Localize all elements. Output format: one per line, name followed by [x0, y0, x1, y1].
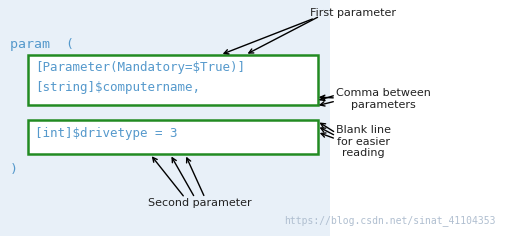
Text: [string]$computername,: [string]$computername, [35, 81, 200, 94]
Text: param  (: param ( [10, 38, 74, 51]
Text: ): ) [10, 163, 18, 176]
Text: [int]$drivetype = 3: [int]$drivetype = 3 [35, 127, 178, 140]
FancyBboxPatch shape [28, 55, 318, 105]
Text: https://blog.csdn.net/sinat_41104353: https://blog.csdn.net/sinat_41104353 [284, 215, 496, 226]
Text: Comma between
parameters: Comma between parameters [336, 88, 431, 110]
Text: Blank line
for easier
reading: Blank line for easier reading [336, 125, 391, 158]
Text: [Parameter(Mandatory=$True)]: [Parameter(Mandatory=$True)] [35, 61, 245, 74]
FancyBboxPatch shape [28, 120, 318, 154]
FancyBboxPatch shape [0, 0, 330, 236]
Text: Second parameter: Second parameter [148, 198, 252, 208]
Text: First parameter: First parameter [310, 8, 396, 18]
